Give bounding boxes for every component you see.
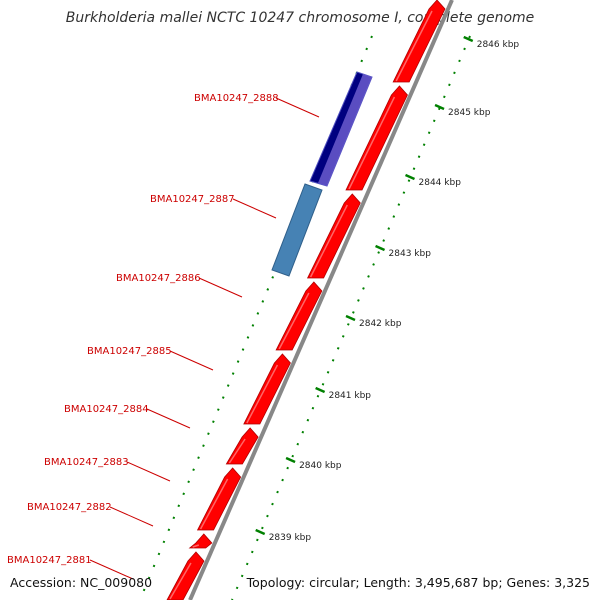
cds-arrow-highlight — [246, 364, 279, 424]
tick-label: 2840 kbp — [299, 461, 342, 471]
feature-dark-2888-highlight — [318, 74, 372, 186]
gene-leader-line — [126, 461, 171, 482]
tick-label: 2844 kbp — [419, 178, 462, 188]
cds-arrow-highlight — [278, 292, 310, 350]
tick-mark — [463, 35, 474, 43]
gene-leader-line — [109, 506, 154, 527]
outer-dotted-scale — [139, 35, 373, 600]
gene-labels: BMA10247_2888 BMA10247_2887 BMA10247_2886 B… — [7, 93, 320, 580]
gene-leader-line — [146, 408, 191, 429]
gene-leader-line — [198, 277, 243, 298]
tick-mark — [404, 173, 416, 181]
gene-label[interactable]: BMA10247_2887 — [150, 194, 235, 205]
gene-label[interactable]: BMA10247_2884 — [64, 404, 149, 415]
backbone-line — [188, 0, 454, 600]
cds-arrow[interactable] — [392, 0, 446, 83]
gene-leader-line — [89, 559, 134, 580]
topology-text: Topology: circular; Length: 3,495,687 bp… — [246, 575, 590, 590]
cds-arrow-highlight — [348, 96, 396, 190]
tick-mark — [434, 103, 445, 111]
gene-label[interactable]: BMA10247_2881 — [7, 555, 92, 566]
tick-label: 2839 kbp — [269, 533, 312, 543]
cds-arrow-highlight — [228, 438, 246, 464]
tick-mark — [255, 528, 266, 536]
gene-leader-line — [232, 198, 277, 219]
tick-mark — [315, 386, 326, 394]
feature-light-2887[interactable] — [271, 183, 323, 277]
tick-label: 2845 kbp — [448, 108, 491, 118]
tick-marks: 2846 kbp 2845 kbp 2844 kbp 2843 kbp 2842 kbp… — [255, 35, 520, 543]
accession-text: Accession: NC_009080 — [10, 575, 153, 590]
cds-arrow[interactable] — [188, 533, 213, 549]
gene-label[interactable]: BMA10247_2882 — [27, 502, 112, 513]
cds-arrow-highlight — [395, 10, 433, 82]
tick-label: 2842 kbp — [359, 319, 402, 329]
map-title: Burkholderia mallei NCTC 10247 chromosom… — [65, 10, 535, 26]
tick-label: 2846 kbp — [477, 40, 520, 50]
cds-track — [166, 0, 446, 600]
cds-arrow-highlight — [199, 478, 229, 530]
gene-label[interactable]: BMA10247_2883 — [44, 457, 129, 468]
tick-mark — [345, 314, 356, 322]
gene-leader-line — [275, 97, 320, 118]
gene-label[interactable]: BMA10247_2888 — [194, 93, 279, 104]
tick-label: 2841 kbp — [329, 391, 372, 401]
cds-arrow-highlight — [309, 204, 348, 278]
gene-label[interactable]: BMA10247_2885 — [87, 346, 172, 357]
cds-arrow-highlight — [192, 544, 200, 548]
gene-label[interactable]: BMA10247_2886 — [116, 273, 201, 284]
tick-mark — [375, 244, 386, 252]
tick-label: 2843 kbp — [389, 249, 432, 259]
cds-arrow-highlight — [169, 562, 192, 600]
tick-mark — [285, 456, 296, 464]
gene-leader-line — [169, 350, 214, 371]
